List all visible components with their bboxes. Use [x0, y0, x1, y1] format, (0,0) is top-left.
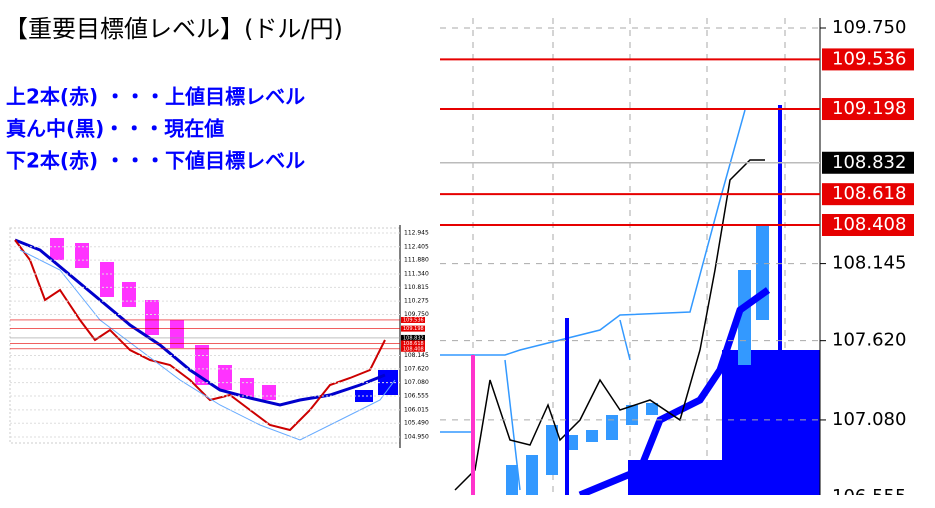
- note: 下2本(赤) ・・・下値目標レベル: [6, 149, 305, 173]
- title: 【重要目標値レベル】(ドル/円): [4, 15, 343, 43]
- level-label: 108.618: [832, 183, 906, 204]
- zoom-chart: [440, 18, 821, 495]
- y-tick-label: 109.750: [832, 17, 906, 38]
- note: 真ん中(黒)・・・現在値: [6, 117, 224, 141]
- y-tick-label: 112.945: [404, 230, 429, 237]
- level-label: 108.408: [403, 346, 424, 352]
- level-box: [822, 48, 914, 71]
- level-box: [822, 183, 914, 206]
- y-tick-label: 104.950: [404, 434, 429, 441]
- y-tick-label: 107.620: [832, 330, 906, 351]
- level-label: 108.832: [832, 152, 906, 173]
- level-label: 109.536: [403, 317, 424, 323]
- overview-chart: [9, 225, 401, 448]
- y-tick-label: 111.880: [404, 257, 429, 264]
- y-tick-label: 107.080: [404, 379, 429, 386]
- y-tick-label: 112.405: [404, 243, 429, 250]
- level-box: [822, 213, 914, 236]
- level-box: [822, 98, 914, 121]
- level-label: 108.618: [403, 341, 424, 347]
- note: 上2本(赤) ・・・上値目標レベル: [6, 85, 305, 109]
- zoom-axis: 109.750 108.145 107.620 107.080 106.555 109.5…: [440, 17, 914, 507]
- level-label: 109.198: [403, 326, 424, 332]
- level-label: 109.198: [832, 98, 906, 119]
- y-tick-label: 107.620: [404, 365, 429, 372]
- level-label: 108.408: [832, 214, 906, 235]
- y-tick-label: 106.555: [832, 486, 906, 507]
- level-label: 108.832: [403, 335, 424, 341]
- level-box: [401, 345, 425, 352]
- y-tick-label: 108.145: [832, 253, 906, 274]
- y-tick-label: 110.815: [404, 284, 429, 291]
- y-tick-label: 107.080: [832, 409, 906, 430]
- y-tick-label: 108.145: [404, 352, 429, 359]
- y-tick-label: 106.015: [404, 406, 429, 413]
- y-tick-label: 105.490: [404, 420, 429, 427]
- y-tick-label: 106.555: [404, 393, 429, 400]
- level-box: [401, 316, 425, 323]
- level-box: [822, 151, 914, 174]
- level-label: 109.536: [832, 48, 906, 69]
- level-box: [401, 334, 425, 341]
- level-box: [401, 325, 425, 332]
- y-tick-label: 111.340: [404, 270, 429, 277]
- y-tick-label: 110.275: [404, 298, 429, 305]
- level-box: [401, 340, 425, 347]
- y-tick-label: 109.750: [404, 311, 429, 318]
